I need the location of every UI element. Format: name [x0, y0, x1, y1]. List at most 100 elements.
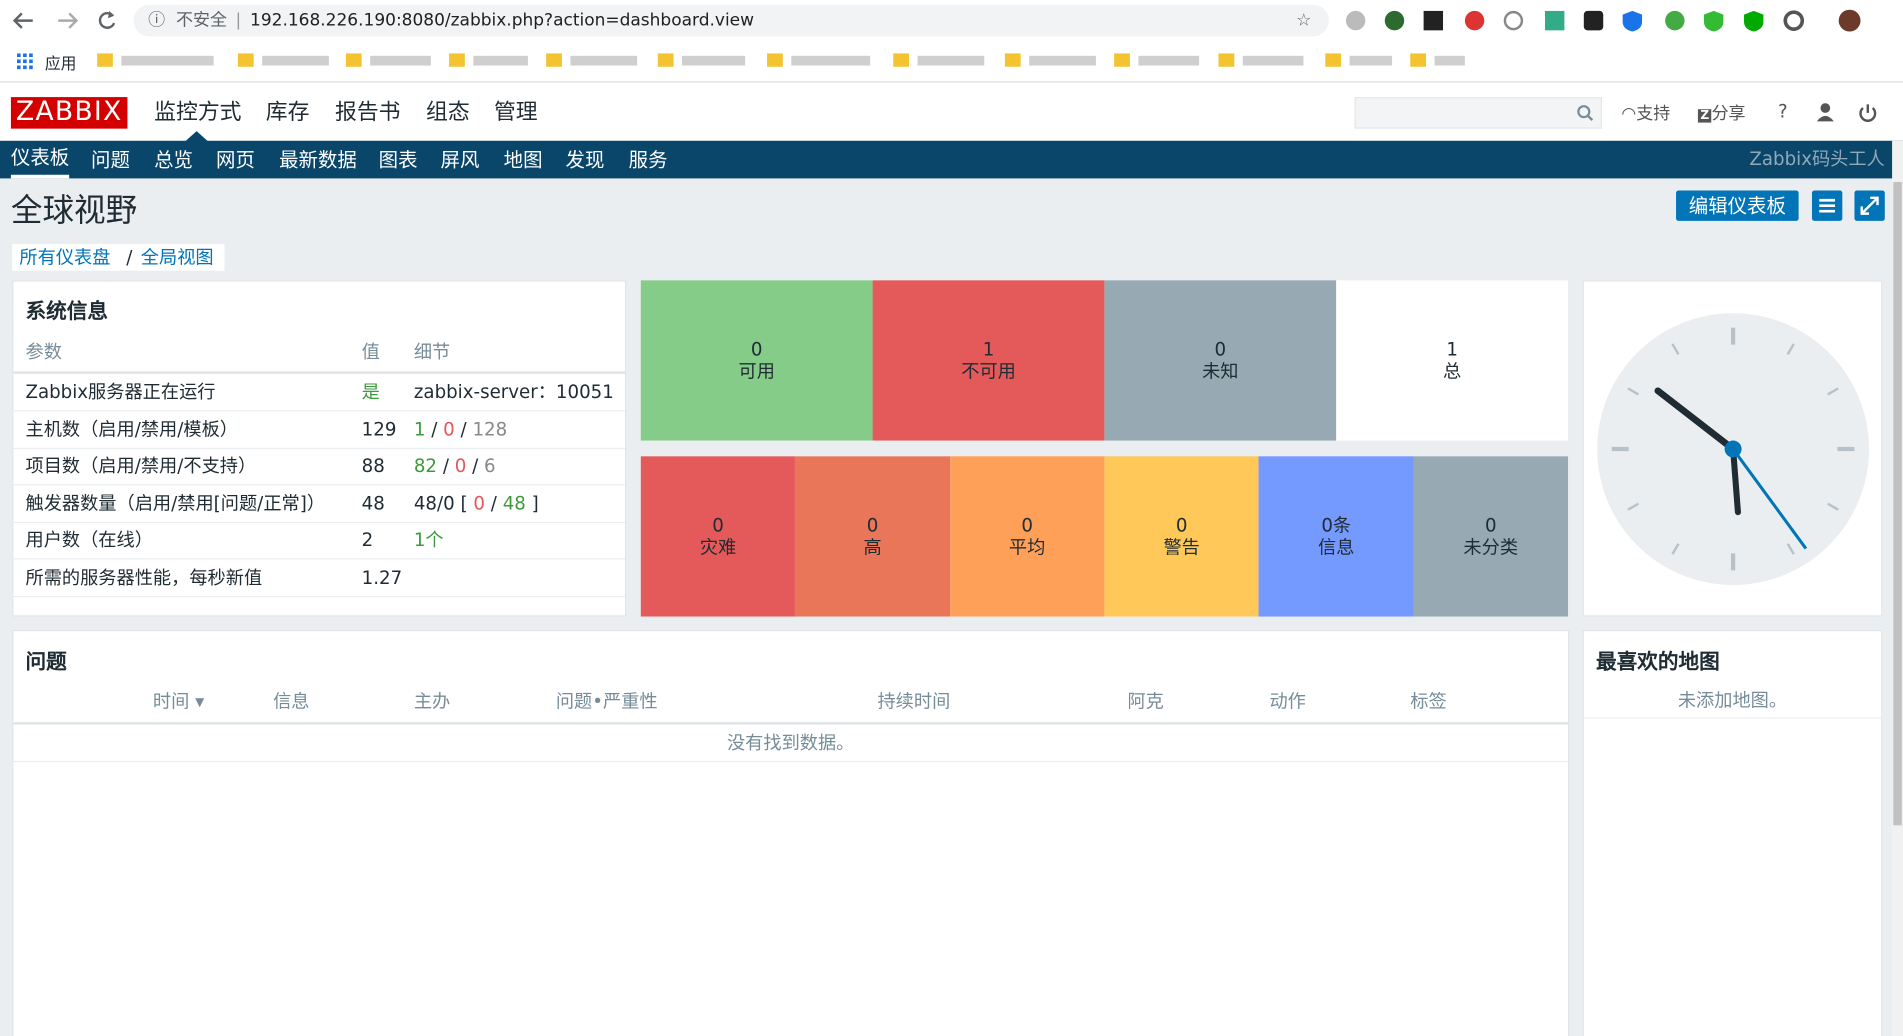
page-title: 全球视野	[10, 192, 138, 230]
table-row: 所需的服务器性能，每秒新值 1.27	[13, 559, 626, 597]
table-row: 触发器数量（启用/禁用[问题/正常]） 48 48/0 [ 0 / 48 ]	[13, 485, 626, 523]
help-link[interactable]: ?	[1777, 100, 1788, 123]
detail-text: /	[454, 418, 473, 440]
column-header: 主办	[413, 690, 451, 713]
breadcrumb-separator: /	[126, 246, 133, 269]
submenu-item[interactable]: 问题	[91, 148, 130, 172]
status-block[interactable]: 0 可用	[640, 280, 873, 441]
column-header[interactable]: 时间 ▾	[152, 690, 205, 713]
detail-text: 82	[413, 455, 438, 477]
clock	[1597, 313, 1870, 585]
details-cell: 1 / 0 / 128	[414, 411, 507, 447]
second-hand	[1731, 448, 1808, 550]
share-link[interactable]: Z 分享	[1697, 101, 1746, 125]
block-label: 高	[863, 536, 882, 559]
block-label: 可用	[738, 360, 775, 383]
favorite-maps-widget: 最喜欢的地图 未添加地图。	[1582, 629, 1883, 1036]
detail-text: 128	[472, 418, 508, 440]
column-header: 持续时间	[877, 690, 951, 713]
block-count: 1	[982, 338, 995, 361]
user-power-icons[interactable]	[1816, 103, 1889, 122]
menu-button[interactable]	[1811, 190, 1843, 221]
details-cell: 48/0 [ 0 / 48 ]	[414, 485, 539, 521]
param-cell: Zabbix服务器正在运行	[25, 381, 216, 403]
url: 192.168.226.190:8080/zabbix.php?action=d…	[250, 10, 755, 31]
blurred-bookmarks	[97, 53, 1465, 67]
support-link[interactable]: ◠支持	[1621, 104, 1671, 124]
value-cell: 是	[361, 381, 380, 403]
status-block[interactable]: 0 未知	[1104, 280, 1337, 441]
details-cell: 1个	[414, 522, 444, 558]
submenu-item[interactable]: 仪表板	[10, 141, 70, 179]
status-block[interactable]: 0 平均	[949, 456, 1105, 617]
column-header: 值	[361, 341, 380, 363]
apps-label[interactable]: 应用	[44, 55, 77, 75]
menu-item[interactable]: 报告书	[334, 99, 401, 126]
param-cell: 项目数（启用/禁用/不支持）	[25, 455, 257, 477]
scrollbar[interactable]	[1892, 140, 1903, 1036]
widget-title: 系统信息	[25, 299, 109, 325]
breadcrumb-current[interactable]: 全局视图	[140, 246, 214, 269]
submenu-item[interactable]: 网页	[216, 148, 255, 172]
block-label: 警告	[1163, 536, 1200, 559]
param-cell: 所需的服务器性能，每秒新值	[25, 566, 263, 589]
nav-buttons[interactable]	[10, 7, 119, 34]
block-label: 不可用	[961, 360, 1016, 383]
search-box[interactable]	[1354, 97, 1603, 129]
value-cell: 2	[361, 529, 374, 551]
breadcrumb: 所有仪表盘 / 全局视图	[12, 243, 225, 271]
detail-text: /	[425, 418, 444, 440]
status-block[interactable]: 0条 信息	[1258, 456, 1414, 617]
edit-dashboard-button[interactable]: 编辑仪表板	[1676, 190, 1799, 221]
block-count: 0	[1214, 338, 1227, 361]
menu-item[interactable]: 库存	[265, 99, 310, 126]
column-header: 参数	[25, 341, 62, 363]
address-bar[interactable]: ⓘ 不安全 | 192.168.226.190:8080/zabbix.php?…	[133, 4, 1329, 37]
logo[interactable]: ZABBIX	[10, 97, 128, 129]
header-rule	[13, 371, 626, 374]
extensions	[1345, 9, 1861, 32]
details-cell: zabbix-server：10051	[414, 374, 614, 410]
detail-text: 48/0 [	[413, 492, 474, 514]
breadcrumb-link[interactable]: 所有仪表盘	[19, 246, 111, 269]
star-icon[interactable]: ☆	[1296, 10, 1312, 31]
value-cell: 129	[361, 418, 397, 440]
column-header: 标签	[1410, 690, 1447, 713]
menu-item[interactable]: 管理	[493, 99, 538, 126]
bookmarks-bar: 应用	[0, 41, 1903, 83]
detail-text: 1	[413, 418, 426, 440]
submenu-item[interactable]: 发现	[565, 148, 605, 172]
block-label: 灾难	[699, 536, 737, 559]
submenu-item[interactable]: 屏风	[440, 148, 480, 172]
status-block[interactable]: 1 不可用	[872, 280, 1105, 441]
menu-item[interactable]: 监控方式	[154, 99, 242, 126]
fullscreen-icon	[1860, 196, 1879, 215]
block-count: 0	[866, 514, 879, 537]
block-label: 总	[1443, 360, 1462, 383]
submenu-item[interactable]: 总览	[154, 148, 193, 172]
value-cell: 88	[361, 455, 385, 477]
submenu-item[interactable]: 服务	[628, 148, 668, 172]
status-block[interactable]: 0 未分类	[1413, 456, 1569, 617]
hour-hand	[1654, 387, 1737, 453]
column-header: 细节	[413, 341, 451, 363]
param-cell: 主机数（启用/禁用/模板）	[25, 418, 239, 440]
menu-item[interactable]: 组态	[425, 99, 470, 126]
search-icon	[1577, 105, 1594, 122]
table-row: 项目数（启用/禁用/不支持） 88 82 / 0 / 6	[13, 448, 626, 486]
param-cell: 用户数（在线）	[25, 529, 153, 551]
status-block[interactable]: 0 灾难	[640, 456, 796, 617]
scrollbar-thumb[interactable]	[1893, 182, 1902, 826]
share-text: 分享	[1711, 104, 1746, 124]
detail-text: 1个	[413, 529, 444, 551]
submenu-item[interactable]: 地图	[503, 148, 543, 172]
submenu-item[interactable]: 最新数据	[279, 148, 357, 172]
status-block[interactable]: 0 警告	[1104, 456, 1259, 617]
fullscreen-button[interactable]	[1854, 190, 1885, 221]
detail-text: 0	[473, 492, 486, 514]
submenu-item[interactable]: 图表	[378, 148, 418, 172]
